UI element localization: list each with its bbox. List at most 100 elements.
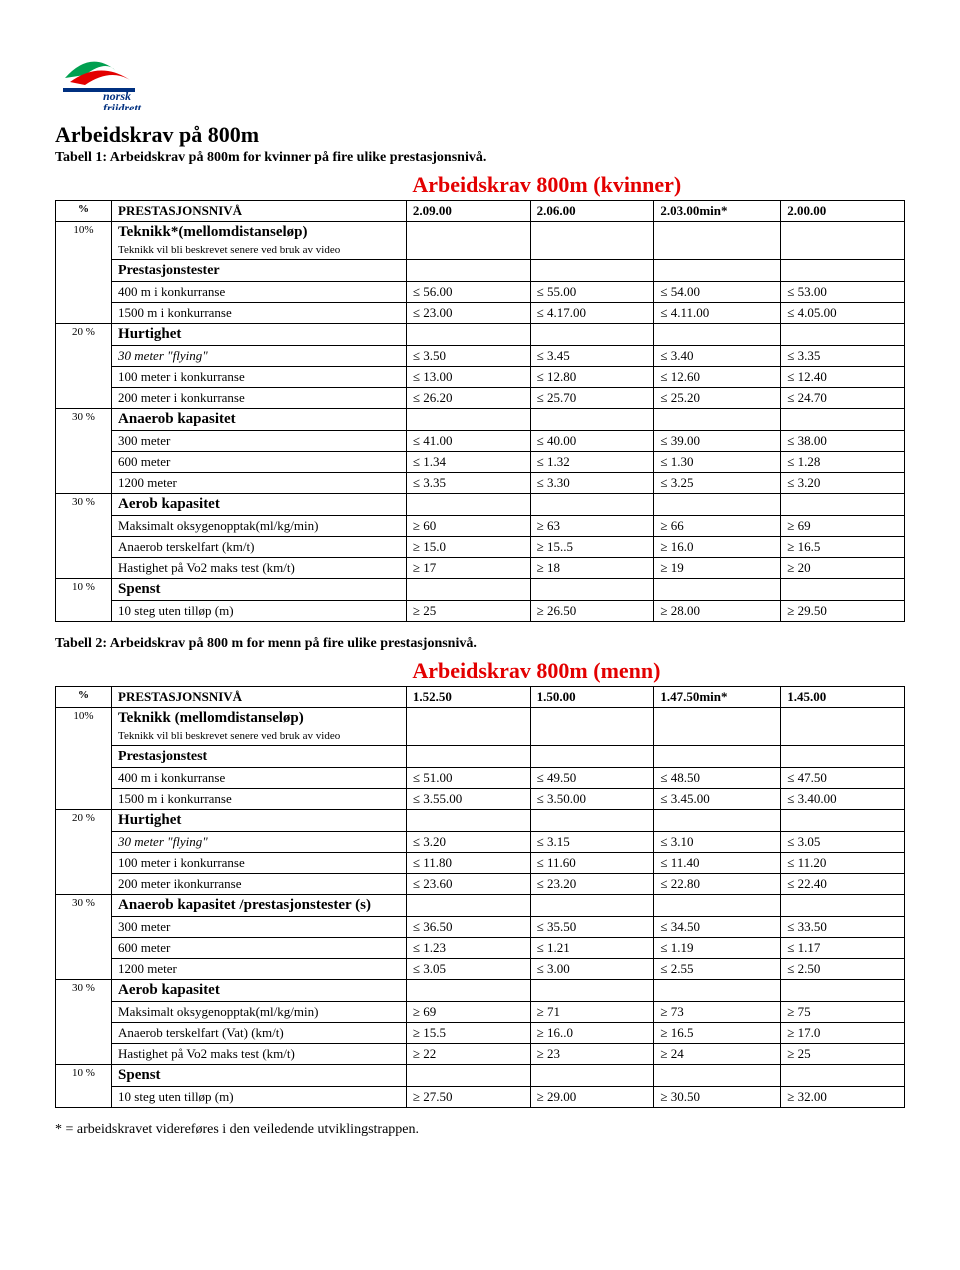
- row-value: ≥ 20: [781, 558, 905, 579]
- row-label: 200 meter i konkurranse: [112, 388, 407, 409]
- row-value: ≤ 12.60: [654, 367, 781, 388]
- section-extra: Prestasjonstest: [112, 746, 407, 768]
- row-value: ≤ 41.00: [406, 431, 530, 452]
- section-head: Teknikk (mellomdistanseløp)Teknikk vil b…: [112, 708, 407, 746]
- row-value: ≥ 75: [781, 1002, 905, 1023]
- row-value: ≤ 11.60: [530, 853, 654, 874]
- row-label: 300 meter: [112, 917, 407, 938]
- row-label: Anaerob terskelfart (km/t): [112, 537, 407, 558]
- row-value: ≥ 29.50: [781, 601, 905, 622]
- row-value: ≤ 3.30: [530, 473, 654, 494]
- row-value: ≤ 3.45: [530, 346, 654, 367]
- row-label: Maksimalt oksygenopptak(ml/kg/min): [112, 516, 407, 537]
- row-value: ≤ 1.28: [781, 452, 905, 473]
- row-value: ≤ 11.20: [781, 853, 905, 874]
- row-value: ≤ 47.50: [781, 768, 905, 789]
- row-value: ≥ 63: [530, 516, 654, 537]
- row-value: ≤ 3.00: [530, 959, 654, 980]
- section-head: Teknikk*(mellomdistanseløp)Teknikk vil b…: [112, 222, 407, 260]
- row-label: 10 steg uten tilløp (m): [112, 1087, 407, 1108]
- row-value: ≥ 29.00: [530, 1087, 654, 1108]
- row-value: ≤ 3.40.00: [781, 789, 905, 810]
- row-value: ≥ 69: [406, 1002, 530, 1023]
- row-value: ≥ 25: [781, 1044, 905, 1065]
- row-value: ≤ 3.40: [654, 346, 781, 367]
- row-value: ≥ 25: [406, 601, 530, 622]
- row-value: ≥ 19: [654, 558, 781, 579]
- row-value: ≤ 11.40: [654, 853, 781, 874]
- row-value: ≥ 23: [530, 1044, 654, 1065]
- row-value: ≥ 17: [406, 558, 530, 579]
- row-value: ≤ 1.17: [781, 938, 905, 959]
- section-head: Hurtighet: [112, 810, 407, 832]
- section-pct: 30 %: [56, 895, 112, 980]
- row-label: 400 m i konkurranse: [112, 768, 407, 789]
- row-value: ≤ 12.80: [530, 367, 654, 388]
- row-value: ≤ 3.20: [406, 832, 530, 853]
- row-value: ≤ 4.05.00: [781, 303, 905, 324]
- row-value: ≤ 22.40: [781, 874, 905, 895]
- row-value: ≤ 25.20: [654, 388, 781, 409]
- row-value: ≤ 39.00: [654, 431, 781, 452]
- row-value: ≥ 24: [654, 1044, 781, 1065]
- row-value: ≥ 66: [654, 516, 781, 537]
- row-value: ≤ 25.70: [530, 388, 654, 409]
- row-value: ≤ 56.00: [406, 282, 530, 303]
- row-label: 600 meter: [112, 452, 407, 473]
- page-title: Arbeidskrav på 800m: [55, 122, 905, 148]
- row-value: ≥ 27.50: [406, 1087, 530, 1108]
- row-value: ≥ 32.00: [781, 1087, 905, 1108]
- row-value: ≤ 49.50: [530, 768, 654, 789]
- row-value: ≥ 15.0: [406, 537, 530, 558]
- row-value: ≤ 3.10: [654, 832, 781, 853]
- section-head: Aerob kapasitet: [112, 980, 407, 1002]
- table2: Arbeidskrav 800m (menn) % PRESTASJONSNIV…: [55, 656, 905, 1108]
- row-value: ≥ 15.5: [406, 1023, 530, 1044]
- section-pct: 10 %: [56, 1065, 112, 1108]
- section-pct: 10%: [56, 222, 112, 324]
- row-value: ≥ 17.0: [781, 1023, 905, 1044]
- table1: Arbeidskrav 800m (kvinner) % PRESTASJONS…: [55, 170, 905, 622]
- row-value: ≤ 3.50: [406, 346, 530, 367]
- section-head: Anaerob kapasitet /prestasjonstester (s): [112, 895, 407, 917]
- row-label: 100 meter i konkurranse: [112, 853, 407, 874]
- row-value: ≤ 53.00: [781, 282, 905, 303]
- row-value: ≥ 26.50: [530, 601, 654, 622]
- row-label: Maksimalt oksygenopptak(ml/kg/min): [112, 1002, 407, 1023]
- row-label: 400 m i konkurranse: [112, 282, 407, 303]
- row-label: Hastighet på Vo2 maks test (km/t): [112, 1044, 407, 1065]
- section-pct: 20 %: [56, 810, 112, 895]
- row-value: ≤ 33.50: [781, 917, 905, 938]
- row-value: ≤ 48.50: [654, 768, 781, 789]
- row-value: ≥ 16..0: [530, 1023, 654, 1044]
- section-extra: Prestasjonstester: [112, 260, 407, 282]
- row-value: ≥ 15..5: [530, 537, 654, 558]
- row-label: 1500 m i konkurranse: [112, 789, 407, 810]
- section-pct: 30 %: [56, 980, 112, 1065]
- section-pct: 10%: [56, 708, 112, 810]
- row-label: Hastighet på Vo2 maks test (km/t): [112, 558, 407, 579]
- row-value: ≤ 1.34: [406, 452, 530, 473]
- row-value: ≤ 1.19: [654, 938, 781, 959]
- row-value: ≤ 34.50: [654, 917, 781, 938]
- row-value: ≤ 1.32: [530, 452, 654, 473]
- section-pct: 10 %: [56, 579, 112, 622]
- row-label: 30 meter "flying": [112, 832, 407, 853]
- row-value: ≤ 13.00: [406, 367, 530, 388]
- row-value: ≤ 1.30: [654, 452, 781, 473]
- row-value: ≥ 69: [781, 516, 905, 537]
- row-value: ≤ 24.70: [781, 388, 905, 409]
- row-value: ≤ 2.55: [654, 959, 781, 980]
- row-label: 100 meter i konkurranse: [112, 367, 407, 388]
- row-value: ≤ 51.00: [406, 768, 530, 789]
- row-value: ≤ 3.05: [406, 959, 530, 980]
- row-label: 300 meter: [112, 431, 407, 452]
- row-value: ≤ 4.17.00: [530, 303, 654, 324]
- row-value: ≥ 30.50: [654, 1087, 781, 1108]
- row-value: ≤ 1.23: [406, 938, 530, 959]
- row-value: ≤ 22.80: [654, 874, 781, 895]
- row-value: ≤ 1.21: [530, 938, 654, 959]
- row-value: ≤ 3.55.00: [406, 789, 530, 810]
- table1-caption: Tabell 1: Arbeidskrav på 800m for kvinne…: [55, 150, 905, 166]
- row-label: 30 meter "flying": [112, 346, 407, 367]
